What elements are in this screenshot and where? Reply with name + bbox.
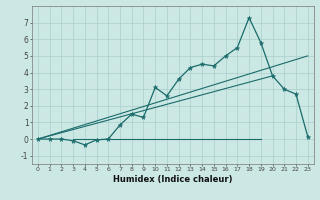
X-axis label: Humidex (Indice chaleur): Humidex (Indice chaleur) bbox=[113, 175, 233, 184]
